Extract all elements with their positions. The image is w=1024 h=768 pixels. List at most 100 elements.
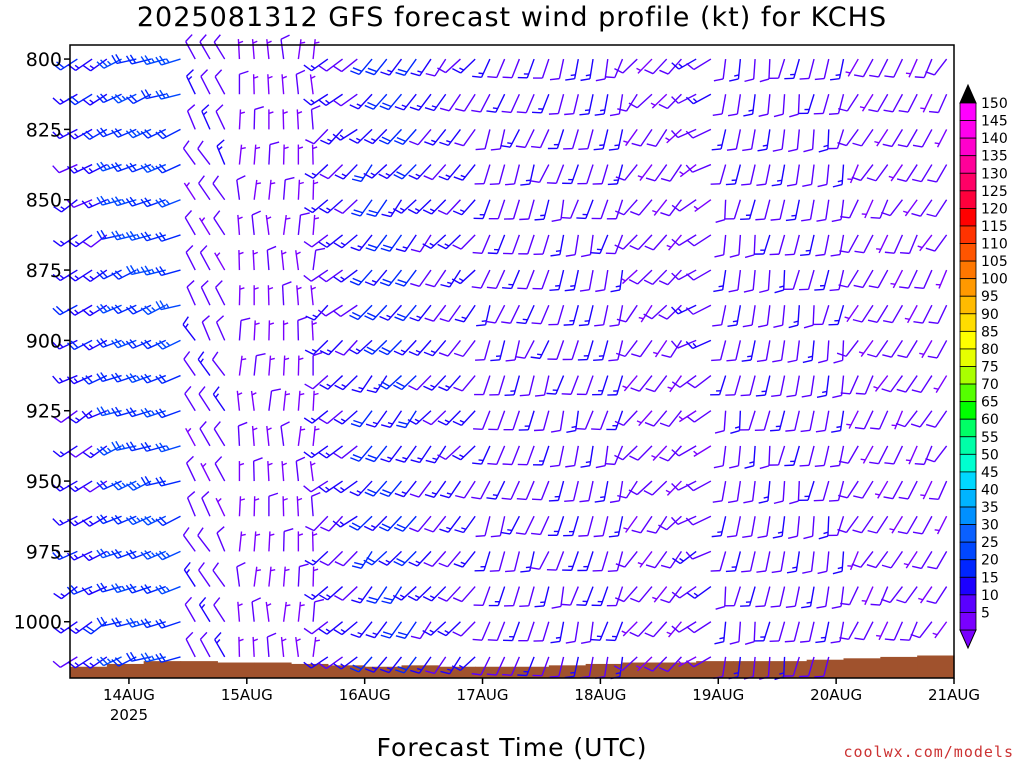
terrain-segment bbox=[143, 661, 182, 678]
barb-feather bbox=[305, 139, 315, 145]
barb-shaft bbox=[447, 339, 461, 357]
barb-shaft bbox=[326, 410, 344, 425]
barb-half-feather bbox=[285, 217, 291, 220]
barb-shaft bbox=[418, 480, 432, 498]
barb-shaft bbox=[186, 286, 196, 306]
chart-title: 2025081312 GFS forecast wind profile (kt… bbox=[136, 2, 888, 33]
barb-shaft bbox=[876, 304, 889, 323]
barb-shaft bbox=[325, 656, 343, 670]
wind-barb bbox=[757, 129, 771, 152]
wind-barb bbox=[671, 375, 697, 388]
barb-shaft bbox=[341, 445, 358, 459]
barb-feather bbox=[685, 130, 694, 139]
barb-half-feather bbox=[314, 428, 320, 431]
barb-half-feather bbox=[325, 486, 330, 491]
wind-barb bbox=[769, 234, 786, 256]
wind-barb bbox=[881, 551, 904, 569]
barb-shaft bbox=[848, 410, 859, 429]
wind-barb bbox=[798, 94, 815, 115]
barb-half-feather bbox=[240, 533, 246, 537]
wind-barb bbox=[714, 234, 727, 258]
wind-barb bbox=[310, 491, 321, 517]
wind-barb bbox=[486, 656, 506, 676]
barb-feather bbox=[52, 375, 60, 384]
barb-feather bbox=[349, 280, 360, 286]
barb-feather bbox=[564, 288, 575, 292]
barb-feather bbox=[770, 605, 781, 608]
barb-feather bbox=[159, 442, 166, 451]
wind-barb bbox=[799, 445, 815, 467]
barb-feather bbox=[144, 163, 152, 172]
wind-barb bbox=[452, 586, 476, 603]
wind-barb bbox=[311, 144, 318, 165]
barb-half-feather bbox=[106, 658, 112, 663]
barb-feather bbox=[383, 597, 394, 601]
barb-shaft bbox=[374, 234, 388, 252]
barb-feather bbox=[911, 212, 921, 217]
barb-shaft bbox=[862, 269, 874, 288]
wind-barb bbox=[630, 586, 653, 603]
barb-feather bbox=[928, 321, 939, 324]
barb-shaft bbox=[839, 410, 845, 431]
wind-barb bbox=[852, 129, 874, 147]
wind-barb bbox=[213, 597, 226, 623]
barb-feather bbox=[333, 65, 343, 73]
barb-feather bbox=[398, 421, 408, 425]
wind-barb bbox=[364, 304, 388, 321]
barb-feather bbox=[52, 660, 61, 668]
barb-shaft bbox=[483, 551, 491, 571]
barb-feather bbox=[520, 183, 530, 186]
barb-feather bbox=[530, 356, 541, 360]
x-tick-label: 19AUG bbox=[692, 686, 744, 704]
barb-half-feather bbox=[325, 628, 331, 633]
barb-shaft bbox=[418, 269, 432, 287]
wind-barb bbox=[671, 199, 697, 212]
wind-barb bbox=[932, 621, 948, 639]
barb-half-feather bbox=[429, 242, 435, 247]
barb-feather bbox=[830, 464, 840, 468]
barb-shaft bbox=[796, 340, 800, 361]
barb-feather bbox=[182, 316, 189, 325]
wind-barb bbox=[755, 199, 771, 221]
wind-barb bbox=[926, 199, 948, 218]
barb-feather bbox=[802, 183, 812, 187]
barb-shaft bbox=[636, 480, 653, 496]
wind-barb bbox=[672, 550, 697, 565]
barb-feather bbox=[318, 99, 327, 106]
barb-feather bbox=[490, 148, 501, 151]
wind-barb bbox=[635, 656, 653, 672]
barb-feather bbox=[423, 385, 433, 391]
barb-shaft bbox=[541, 269, 550, 290]
barb-half-feather bbox=[652, 351, 658, 355]
terrain-segment bbox=[291, 663, 329, 678]
wind-barb bbox=[318, 656, 343, 670]
barb-half-feather bbox=[417, 70, 423, 74]
barb-shaft bbox=[186, 110, 196, 130]
wind-barb bbox=[238, 285, 245, 306]
barb-shaft bbox=[371, 339, 388, 355]
wind-barb bbox=[408, 164, 432, 180]
wind-barb bbox=[312, 636, 320, 657]
wind-barb bbox=[658, 515, 682, 531]
wind-barb bbox=[184, 385, 196, 412]
wind-barb bbox=[851, 550, 874, 568]
wind-barb bbox=[378, 515, 403, 532]
barb-shaft bbox=[416, 550, 432, 567]
wind-barb bbox=[769, 58, 786, 79]
wind-barb bbox=[685, 128, 712, 139]
barb-feather bbox=[100, 338, 108, 347]
wind-barb bbox=[297, 316, 308, 341]
barb-shaft bbox=[312, 375, 329, 390]
barb-feather bbox=[351, 599, 361, 604]
barb-shaft bbox=[252, 461, 255, 482]
barb-half-feather bbox=[268, 286, 274, 290]
barb-half-feather bbox=[402, 456, 408, 460]
barb-feather bbox=[380, 458, 390, 463]
barb-feather bbox=[548, 112, 559, 115]
wind-barb bbox=[81, 585, 108, 596]
wind-barb bbox=[593, 340, 609, 361]
wind-barb bbox=[237, 214, 243, 235]
barb-shaft bbox=[216, 145, 226, 165]
barb-shaft bbox=[327, 586, 344, 601]
barb-shaft bbox=[238, 496, 242, 517]
